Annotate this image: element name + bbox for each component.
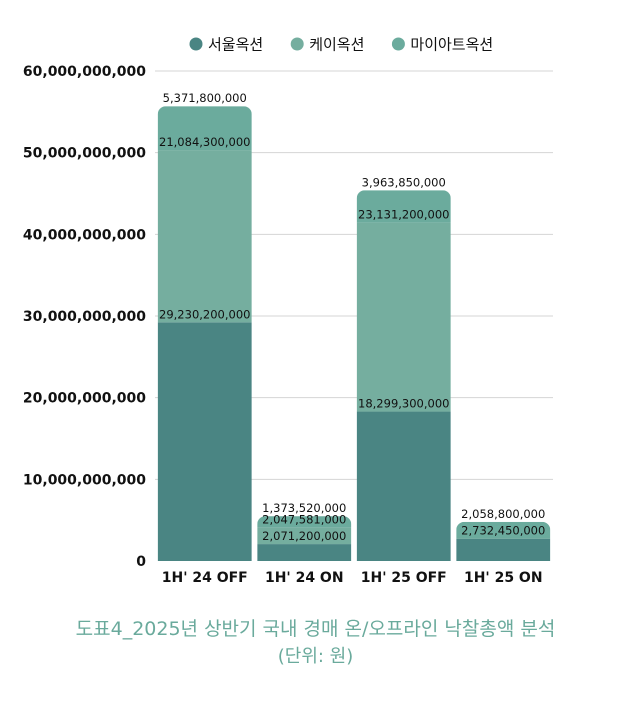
data-label: 29,230,200,000 — [159, 307, 250, 321]
y-tick-label: 60,000,000,000 — [23, 64, 146, 80]
y-tick-label: 10,000,000,000 — [23, 472, 146, 488]
bar-stack — [356, 190, 451, 561]
bar-segment — [157, 322, 252, 561]
data-label: 18,299,300,000 — [358, 397, 449, 411]
y-tick-label: 30,000,000,000 — [23, 309, 146, 325]
bar-segment — [456, 538, 551, 561]
y-tick-label: 40,000,000,000 — [23, 227, 146, 243]
data-label: 3,963,850,000 — [362, 175, 446, 189]
stacked-bar-chart: 0 10,000,000,000 20,000,000,000 30,000,000,… — [23, 36, 553, 586]
data-labels: 29,230,200,000 21,084,300,000 5,371,800,00… — [159, 91, 545, 543]
x-axis-ticks: 1H' 24 OFF 1H' 24 ON 1H' 25 OFF 1H' 25 ON — [162, 570, 543, 586]
bar-segment — [356, 190, 451, 223]
chart-caption-title: 도표4_2025년 상반기 국내 경매 온/오프라인 낙찰총액 분석 — [75, 618, 556, 640]
legend-marker — [189, 37, 203, 51]
legend-label: 마이아트옥션 — [410, 36, 493, 54]
data-label: 23,131,200,000 — [358, 208, 449, 222]
bar-segment — [356, 222, 451, 412]
data-label: 2,047,581,000 — [262, 512, 346, 526]
bar-stack — [157, 106, 252, 561]
legend-marker — [290, 37, 304, 51]
bar-stack — [456, 521, 551, 561]
data-label: 2,071,200,000 — [262, 529, 346, 543]
legend: 서울옥션 케이옥션 마이아트옥션 — [189, 36, 493, 54]
x-tick-label: 1H' 24 ON — [265, 570, 344, 586]
bar-segment — [356, 411, 451, 561]
data-label: 21,084,300,000 — [159, 135, 250, 149]
x-tick-label: 1H' 25 ON — [464, 570, 543, 586]
bar-segment — [157, 106, 252, 151]
bar-stack — [257, 516, 352, 561]
bar-segment — [257, 516, 352, 528]
bar-segment — [157, 150, 252, 323]
data-label: 1,373,520,000 — [262, 501, 346, 515]
bar-segment — [257, 527, 352, 545]
x-tick-label: 1H' 24 OFF — [162, 570, 248, 586]
legend-label: 케이옥션 — [309, 36, 364, 54]
bar-segment — [456, 521, 551, 539]
x-tick-label: 1H' 25 OFF — [361, 570, 447, 586]
y-tick-label: 50,000,000,000 — [23, 146, 146, 162]
legend-marker — [391, 37, 405, 51]
y-tick-label: 0 — [136, 554, 146, 570]
data-label: 2,058,800,000 — [461, 507, 545, 521]
y-tick-label: 20,000,000,000 — [23, 391, 146, 407]
bar-segment — [257, 544, 352, 561]
y-axis-ticks: 0 10,000,000,000 20,000,000,000 30,000,000,… — [23, 64, 146, 570]
data-label: 2,732,450,000 — [461, 524, 545, 538]
bars — [157, 106, 551, 561]
legend-label: 서울옥션 — [208, 36, 263, 54]
chart-caption-unit: (단위: 원) — [277, 646, 354, 667]
data-label: 5,371,800,000 — [163, 91, 247, 105]
